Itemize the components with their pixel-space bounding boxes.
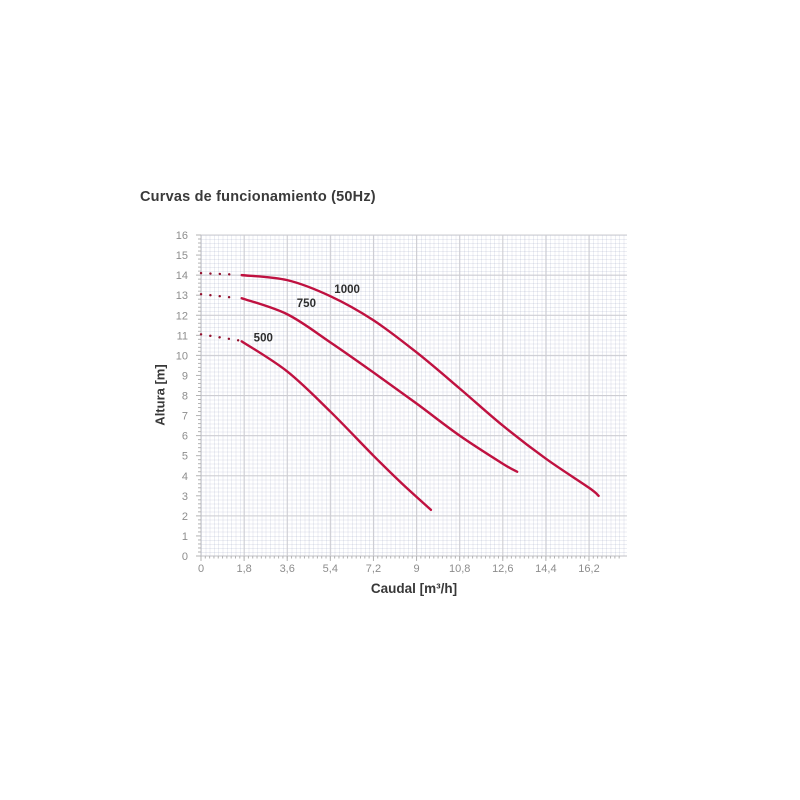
y-axis-title: Altura [m] <box>152 364 168 426</box>
curve-1000 <box>240 273 600 498</box>
x-tick-label: 5,4 <box>323 563 338 575</box>
y-tick-label: 9 <box>182 370 188 382</box>
y-tick-label: 5 <box>182 451 188 463</box>
pump-performance-chart: 0 1 2 3 4 5 6 7 8 9 10 11 12 13 14 15 16 0 1,8 3,6 5,4 7,2 9 10… <box>140 225 680 605</box>
y-tick-label: 7 <box>182 411 188 423</box>
x-tick-label: 14,4 <box>535 563 556 575</box>
y-tick-label: 0 <box>182 551 188 563</box>
x-tick-label: 0 <box>198 563 204 575</box>
x-tick-label: 12,6 <box>492 563 513 575</box>
y-tick-label: 2 <box>182 511 188 523</box>
x-tick-label: 16,2 <box>578 563 599 575</box>
x-tick-label: 10,8 <box>449 563 470 575</box>
x-tick-label: 1,8 <box>236 563 251 575</box>
x-tick-label: 9 <box>413 563 419 575</box>
y-tick-label: 10 <box>176 350 188 362</box>
y-tick-label: 4 <box>182 471 188 483</box>
y-tick-label: 6 <box>182 431 188 443</box>
y-tick-label: 8 <box>182 391 188 403</box>
y-tick-label: 3 <box>182 491 188 503</box>
curve-dotted-750 <box>199 292 240 300</box>
y-tick-label: 12 <box>176 310 188 322</box>
curve-label-750: 750 <box>297 298 316 310</box>
curve-750 <box>240 296 519 473</box>
curve-dotted-1000 <box>199 271 240 276</box>
y-tick-label: 14 <box>176 270 188 282</box>
y-tick-label: 1 <box>182 531 188 543</box>
y-tick-label: 13 <box>176 290 188 302</box>
curve-label-500: 500 <box>254 332 273 344</box>
x-tick-label: 3,6 <box>280 563 295 575</box>
x-axis-title: Caudal [m³/h] <box>370 581 458 596</box>
curve-500 <box>240 340 433 512</box>
curve-dotted-500 <box>199 333 240 342</box>
chart-title: Curvas de funcionamiento (50Hz) <box>140 189 376 205</box>
y-tick-label: 16 <box>176 230 188 242</box>
y-tick-label: 15 <box>176 250 188 262</box>
x-tick-label: 7,2 <box>366 563 381 575</box>
curve-label-1000: 1000 <box>334 284 360 296</box>
y-tick-label: 11 <box>177 330 188 342</box>
